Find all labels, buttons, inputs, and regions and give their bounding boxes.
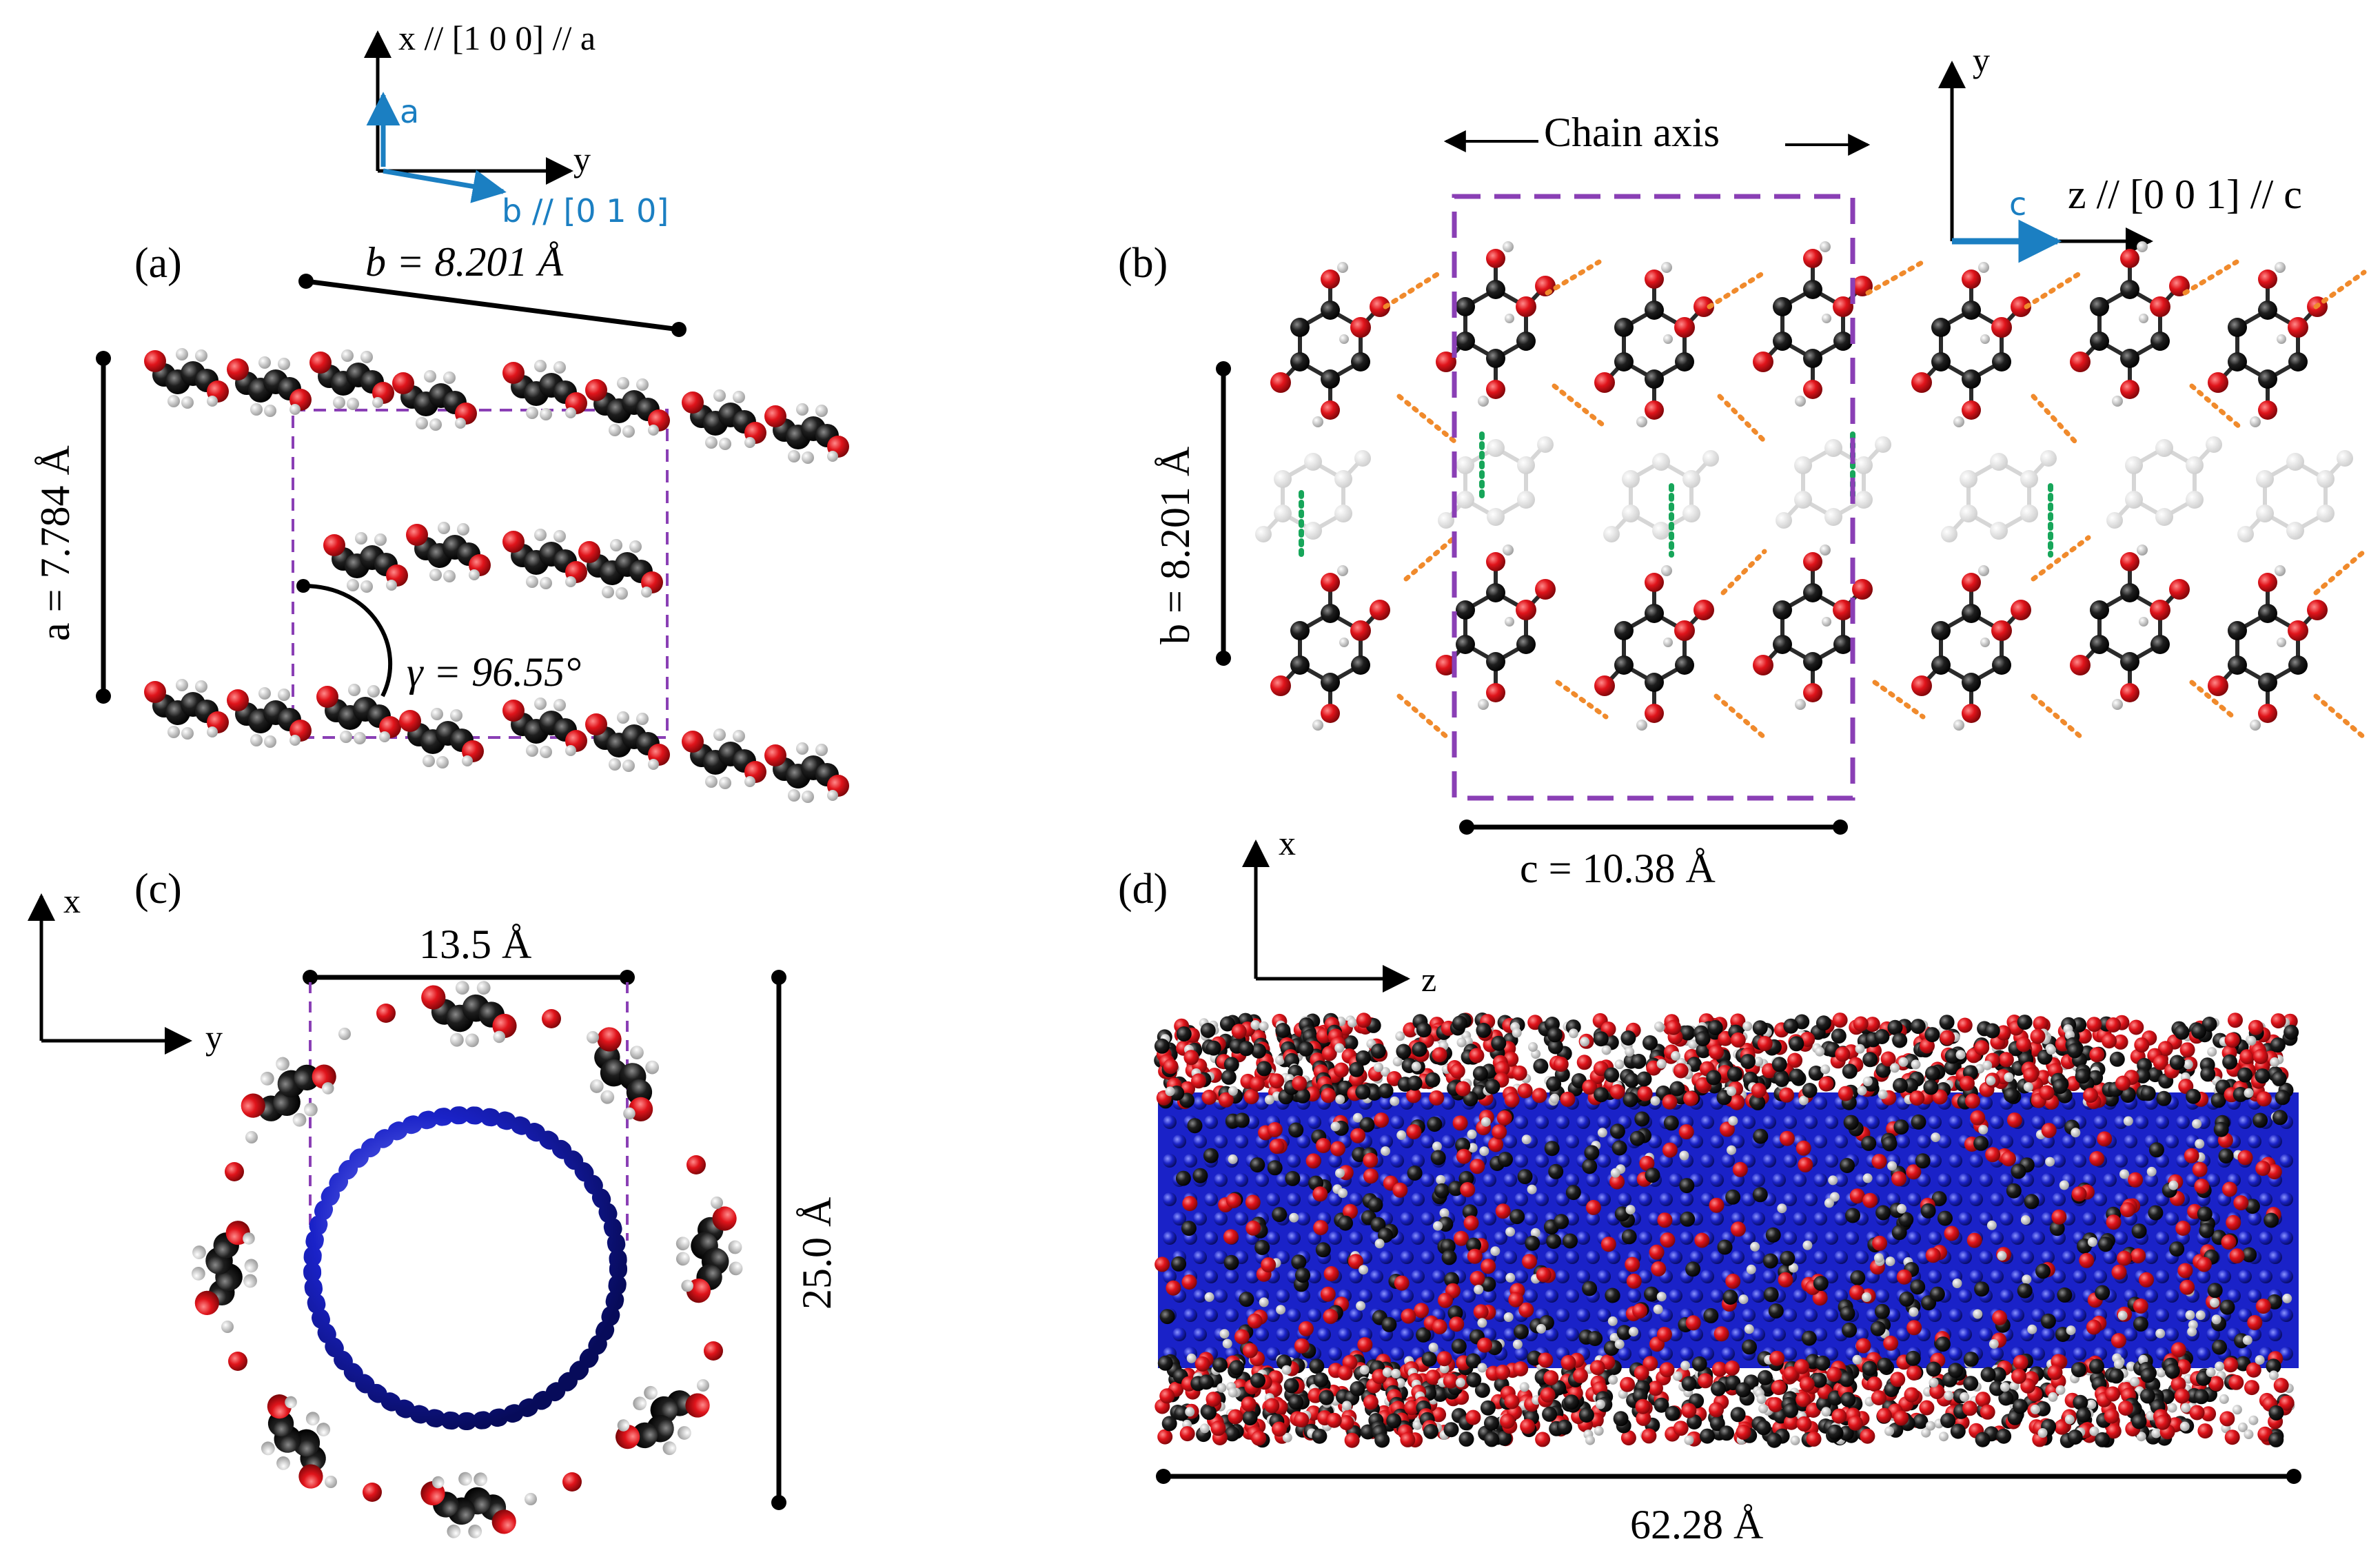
dimension-c: c = 10.38 Å (1459, 820, 1848, 891)
panel-c: x y (c) 13.5 Å (28, 866, 840, 1542)
axis-x-label-d: x (1279, 824, 1296, 862)
width-guides (309, 982, 629, 1241)
nanotube-cross-section (303, 1106, 627, 1430)
cellulose-chain-upper (1270, 241, 2328, 427)
angle-gamma-label: γ = 96.55° (407, 649, 581, 695)
dim-b-label: b = 8.201 Å (365, 239, 563, 285)
panel-label-d: (d) (1118, 866, 1168, 913)
dimension-a: a = 7.784 Å (32, 351, 111, 704)
axis-z-label-d: z (1421, 960, 1436, 999)
hydrogen-bonds-orange (1383, 259, 2367, 740)
composite-atoms (1154, 1012, 2299, 1448)
axis-c-label: c (2009, 185, 2026, 223)
axis-triad-c: x y (28, 882, 223, 1057)
axis-y-label-c: y (205, 1018, 223, 1057)
axis-b-label: b // [0 1 0] (502, 192, 669, 230)
chain-axis-indicator: Chain axis (1443, 110, 1871, 156)
axis-y-label-b: y (1973, 41, 1990, 79)
unit-cell-c (1452, 194, 1855, 801)
panel-label-a: (a) (134, 240, 182, 287)
chain-row-top (144, 348, 849, 464)
dimension-width: 13.5 Å (303, 922, 635, 985)
hydrogen-bonds-green (1299, 431, 2053, 558)
dim-a-label: a = 7.784 Å (32, 445, 78, 641)
dim-height-label: 25.0 Å (794, 1197, 840, 1310)
chain-axis-label: Chain axis (1544, 110, 1720, 155)
axis-a-label: a (400, 93, 419, 130)
dimension-b-panel-b: b = 8.201 Å (1152, 361, 1231, 666)
panel-d: (d) x z 62.28 Å (1118, 824, 2301, 1547)
angle-gamma: γ = 96.55° (296, 579, 581, 698)
panel-a: x // [1 0 0] // a y a b // [0 1 0] (a) b… (32, 19, 849, 803)
dim-length-label: 62.28 Å (1630, 1502, 1763, 1547)
cellulose-outer-ring (190, 977, 747, 1542)
dimension-height: 25.0 Å (771, 970, 840, 1510)
dimension-length: 62.28 Å (1156, 1469, 2301, 1547)
dim-c-label: c = 10.38 Å (1520, 846, 1716, 891)
composite-side-view (1154, 1012, 2299, 1448)
dimension-b: b = 8.201 Å (298, 239, 686, 337)
axis-x-label: x // [1 0 0] // a (398, 19, 596, 57)
panel-label-b: (b) (1118, 240, 1168, 287)
axis-triad-d: x z (1242, 824, 1436, 999)
chain-row-bottom (144, 679, 849, 803)
axis-z-label: z // [0 0 1] // c (2068, 172, 2302, 217)
dim-width-label: 13.5 Å (419, 922, 531, 967)
axis-triad-b: y c z // [0 0 1] // c (1938, 41, 2302, 263)
chain-row-middle (323, 522, 663, 600)
cellulose-chain-lower (1270, 545, 2328, 731)
lower-layer-rings (1255, 436, 2353, 542)
axis-triad-a: x // [1 0 0] // a y a b // [0 1 0] (364, 19, 669, 230)
dim-b-label-panel-b: b = 8.201 Å (1152, 447, 1198, 644)
axis-y-label: y (573, 140, 591, 179)
panel-label-c: (c) (134, 866, 182, 913)
axis-x-label-c: x (63, 882, 81, 920)
panel-b: (b) Chain axis y c z // [0 0 1] // c (1118, 41, 2367, 891)
